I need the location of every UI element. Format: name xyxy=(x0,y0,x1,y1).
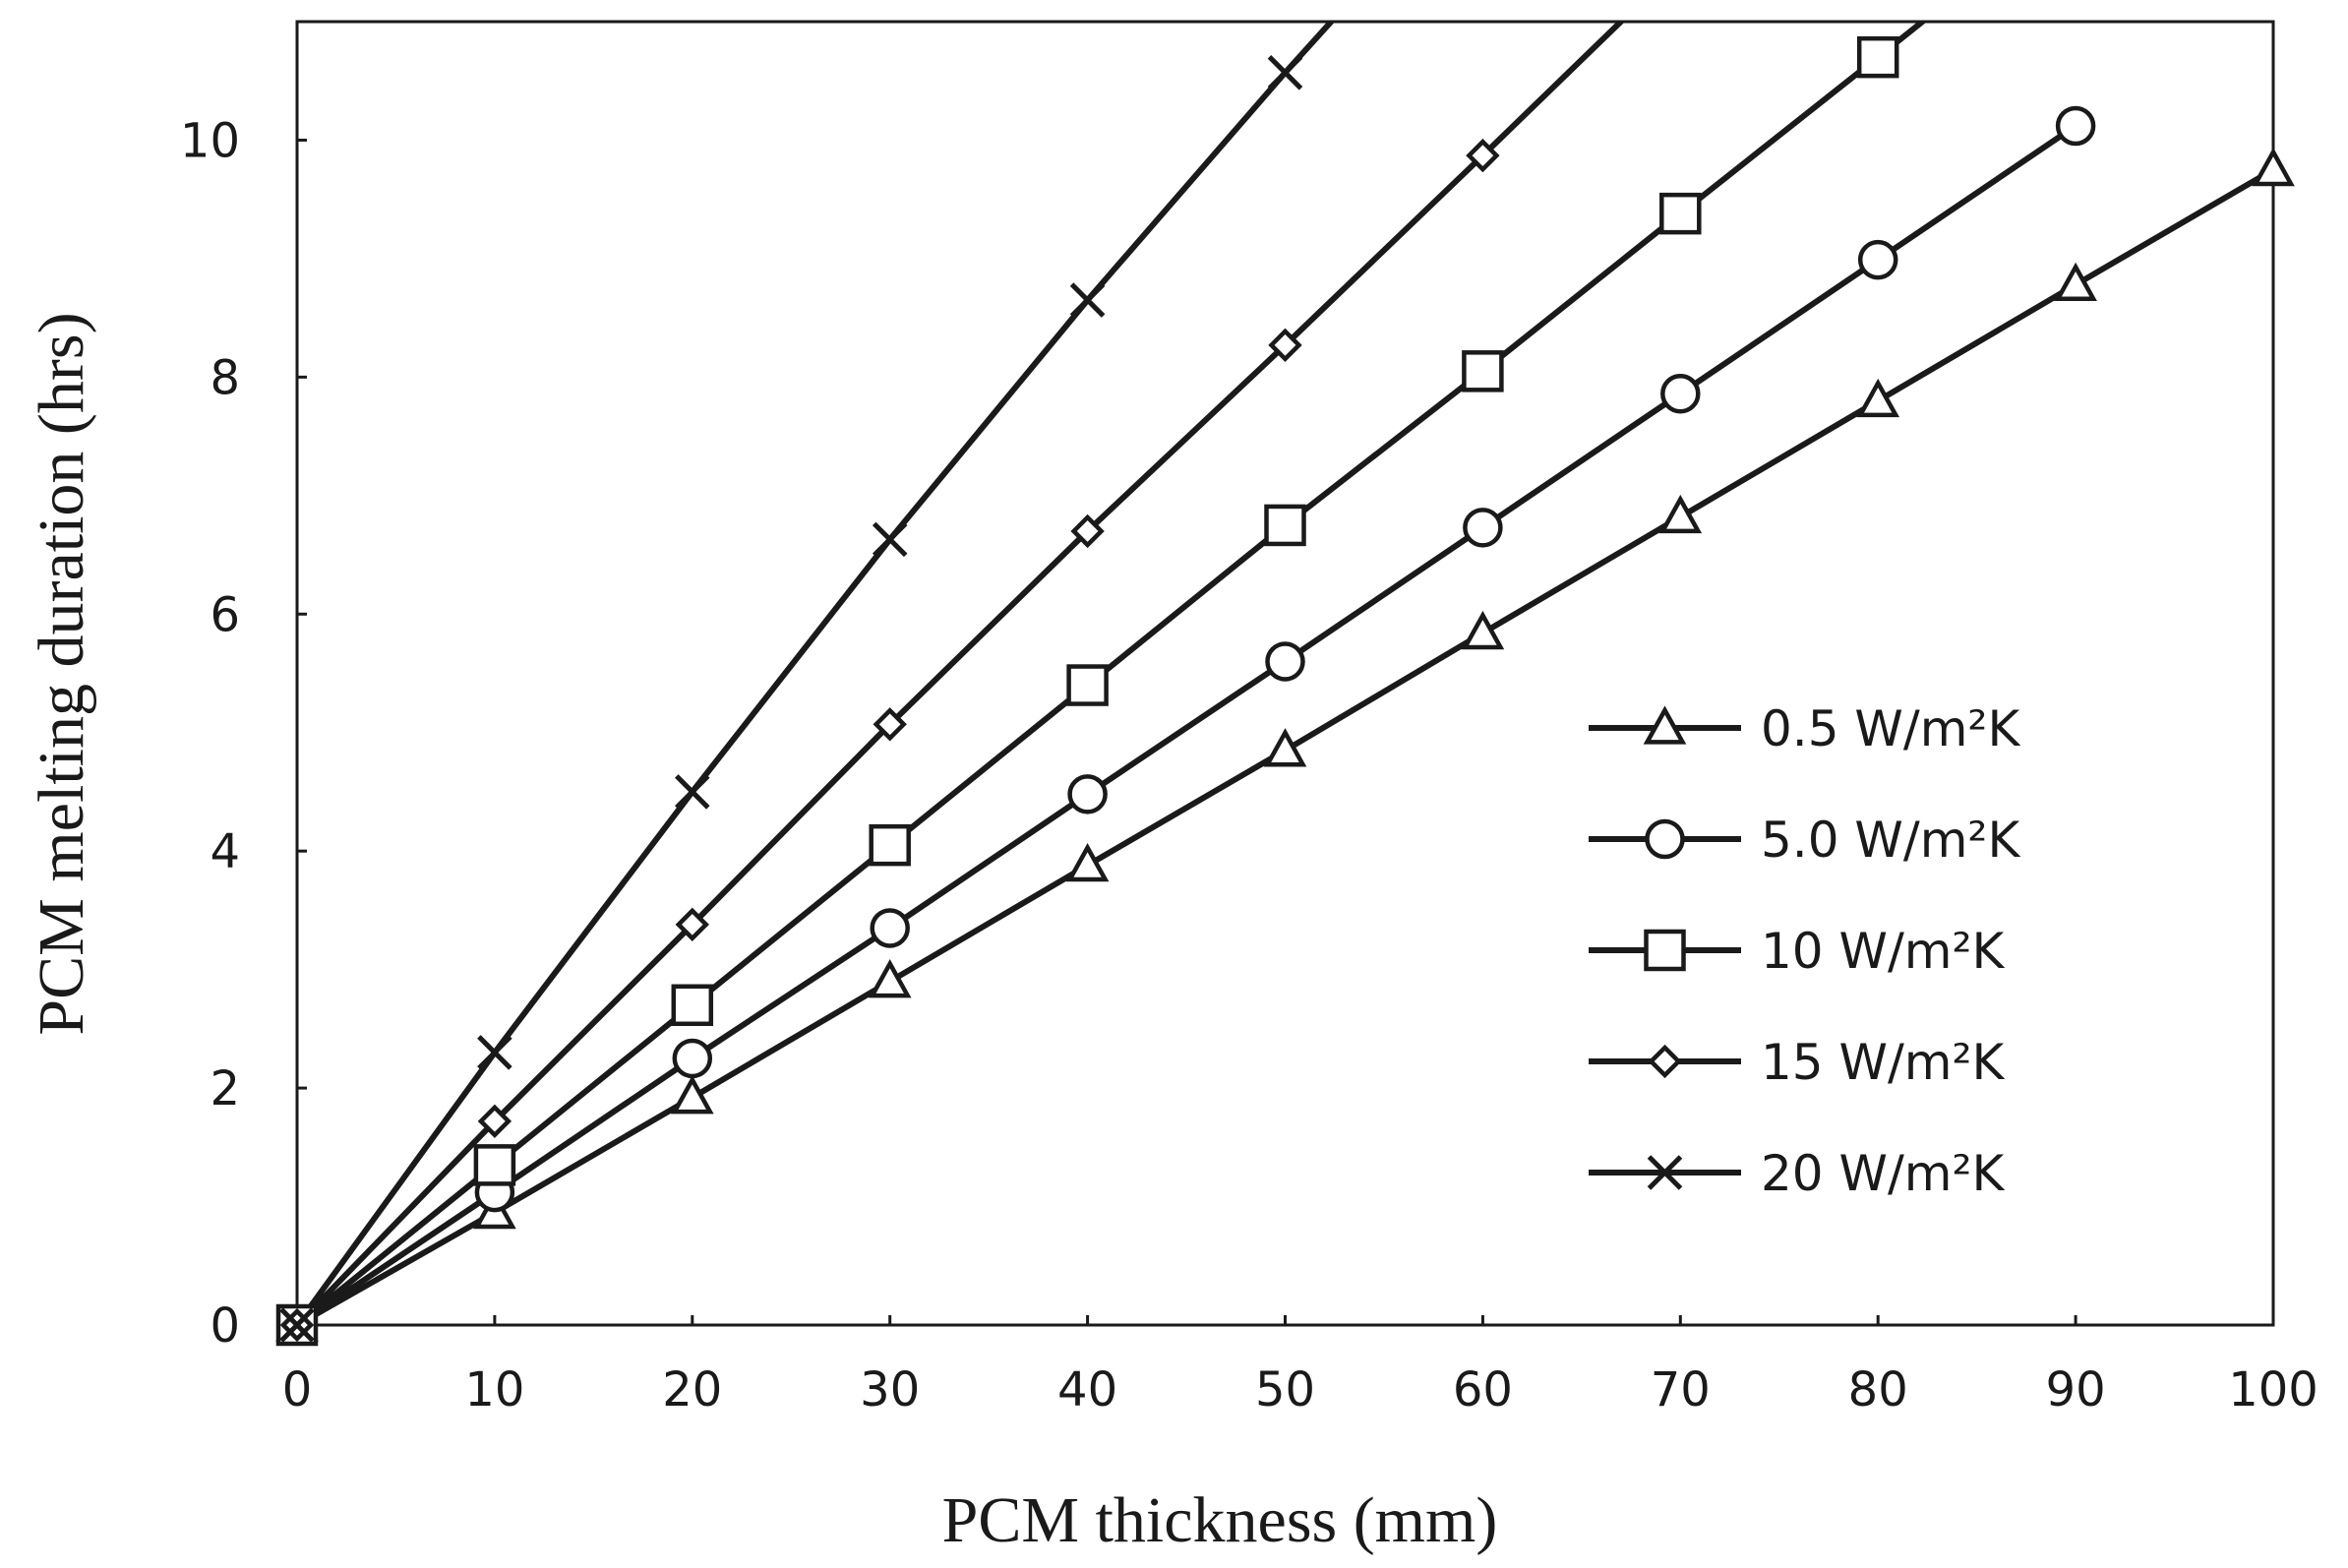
diamond-marker xyxy=(675,907,709,942)
triangle-marker xyxy=(2054,262,2097,302)
x-marker-stroke xyxy=(1069,282,1106,318)
diamond-marker xyxy=(1648,1044,1682,1079)
circle-marker xyxy=(2055,105,2096,147)
legend-label: 5.0 W/m²K xyxy=(1761,812,2020,869)
triangle-marker xyxy=(1658,494,1703,534)
x-tick-label: 90 xyxy=(2046,1362,2106,1417)
y-tick-label: 10 xyxy=(180,113,240,168)
legend-item: 0.5 W/m²K xyxy=(1589,700,2020,757)
triangle-marker xyxy=(1643,705,1687,745)
series-markers xyxy=(275,35,2295,1347)
triangle-marker xyxy=(2252,147,2295,187)
x-tick-label: 40 xyxy=(1057,1362,1117,1417)
circle-marker xyxy=(870,908,910,948)
circle-marker xyxy=(1463,508,1503,548)
triangle-marker xyxy=(868,959,912,998)
triangle-marker xyxy=(670,1075,714,1115)
x-marker-stroke xyxy=(675,774,710,810)
x-tick-label: 30 xyxy=(860,1362,920,1417)
square-marker xyxy=(671,984,714,1027)
square-marker xyxy=(1066,664,1109,706)
legend-item: 20 W/m²K xyxy=(1589,1145,2006,1202)
square-marker xyxy=(1264,504,1306,547)
legend-item: 15 W/m²K xyxy=(1589,1034,2006,1091)
x-axis-title: PCM thickness (mm) xyxy=(942,1484,1498,1556)
series-line xyxy=(297,123,2077,1325)
x-tick-label: 50 xyxy=(1255,1362,1315,1417)
legend-item: 5.0 W/m²K xyxy=(1589,812,2020,869)
circle-marker xyxy=(1645,818,1685,860)
diamond-marker xyxy=(873,707,907,742)
square-marker xyxy=(1856,35,1899,79)
diamond-marker xyxy=(1070,513,1105,549)
x-marker-stroke xyxy=(477,1035,512,1070)
legend-label: 20 W/m²K xyxy=(1761,1145,2006,1202)
x-tick-label: 0 xyxy=(282,1362,313,1417)
circle-marker xyxy=(1660,373,1701,414)
x-marker xyxy=(872,521,908,558)
x-tick-label: 20 xyxy=(662,1362,722,1417)
x-marker-stroke xyxy=(1267,55,1303,90)
series-line xyxy=(297,22,1336,1325)
diamond-marker xyxy=(1466,138,1500,173)
x-marker xyxy=(675,774,710,810)
x-marker xyxy=(477,1035,512,1070)
square-marker xyxy=(1644,929,1686,972)
y-tick-label: 2 xyxy=(210,1061,240,1116)
legend: 0.5 W/m²K 5.0 W/m²K 10 W/m²K 15 W/m²K 20 W/m… xyxy=(1589,700,2020,1202)
square-marker xyxy=(869,823,911,867)
x-marker-stroke xyxy=(872,521,908,558)
x-tick-label: 100 xyxy=(2228,1362,2318,1417)
circle-marker xyxy=(1067,774,1108,814)
circle-marker xyxy=(672,1038,713,1079)
x-marker-stroke xyxy=(1647,1155,1683,1190)
y-tick-label: 4 xyxy=(210,824,240,879)
series-line xyxy=(297,22,1928,1325)
y-tick-label: 8 xyxy=(210,350,240,405)
x-marker-stroke xyxy=(279,1307,315,1343)
x-tick-label: 80 xyxy=(1848,1362,1908,1417)
diamond-marker xyxy=(477,1104,512,1139)
triangle-marker xyxy=(1065,843,1110,882)
x-marker xyxy=(1647,1155,1683,1190)
legend-label: 10 W/m²K xyxy=(1761,923,2006,980)
y-axis-title: PCM melting duration (hrs) xyxy=(26,312,97,1035)
circle-marker xyxy=(1857,239,1898,280)
diamond-marker xyxy=(1268,328,1302,363)
square-marker xyxy=(473,1144,516,1186)
x-marker xyxy=(279,1307,315,1343)
series-line xyxy=(297,22,1626,1325)
square-marker xyxy=(1462,350,1504,392)
square-marker xyxy=(1659,192,1702,235)
triangle-marker xyxy=(1263,728,1307,767)
legend-item: 10 W/m²K xyxy=(1589,923,2006,980)
x-marker xyxy=(1267,55,1303,90)
circle-marker xyxy=(1265,641,1305,682)
x-tick-label: 10 xyxy=(464,1362,524,1417)
legend-label: 15 W/m²K xyxy=(1761,1034,2006,1091)
x-tick-label: 70 xyxy=(1651,1362,1711,1417)
y-tick-label: 6 xyxy=(210,587,240,642)
legend-label: 0.5 W/m²K xyxy=(1761,700,2020,757)
x-marker xyxy=(1069,282,1106,318)
x-tick-label: 60 xyxy=(1453,1362,1513,1417)
triangle-marker xyxy=(1461,610,1505,650)
triangle-marker xyxy=(1856,378,1900,418)
axis-ticks: 0 10 20 30 40 50 60 70 80 90 100 0 2 4 6 8 10 xyxy=(180,113,2318,1417)
y-tick-label: 0 xyxy=(210,1298,240,1354)
